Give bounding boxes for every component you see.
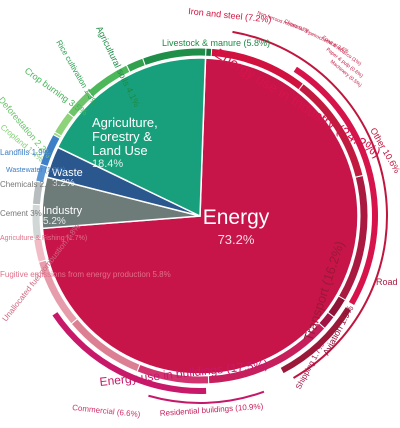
ring-segment-wastewater-1-3 — [35, 163, 49, 184]
center-label-energy: Energy — [203, 206, 270, 229]
center-value-industry: 5.2% — [43, 216, 66, 227]
ring-segment-deforestation-2-2 — [66, 90, 94, 119]
ring-label-commercial-6-6: Commercial (6.6%) — [72, 403, 141, 419]
ring-segment-fugitive-emissions-from-energy-production-5-8 — [37, 259, 79, 325]
ring-label-agriculture-fishing-1-7: Agriculture & Fishing (1.7%) — [0, 235, 87, 242]
center-value-waste: 3.2% — [52, 178, 75, 189]
ring-segment-rice-cultivation-1-3 — [125, 57, 146, 73]
ring-segment-other-10-6 — [297, 82, 364, 178]
ring-segment-crop-burning-3-5 — [86, 64, 131, 98]
ring-segment-iron-and-steel-7-2 — [210, 47, 305, 91]
center-label-waste: Waste — [52, 167, 83, 179]
group-arc-transport-16-2 — [280, 307, 351, 374]
ring-segment-shipping-1-7 — [318, 311, 335, 330]
ring-segment-commercial-6-6 — [136, 363, 210, 385]
center-value-energy: 73.2% — [218, 232, 255, 247]
ring-segment-road-11-9 — [337, 174, 369, 301]
group-arc-energy-use-in-buildings-17-5 — [52, 312, 207, 394]
ring-segment-residential-buildings-10-9 — [207, 322, 326, 385]
ring-segment-agriculture-fishing-1-7 — [33, 237, 47, 263]
ring-segment-unallocated-fuel-combustion-7-8 — [70, 318, 141, 373]
ring-segment-agricultural-soils-4-1 — [141, 47, 207, 67]
ring-segment-aviation-1-9 — [327, 295, 347, 318]
outer-arc-line-buildings — [148, 390, 265, 404]
ring-label-residential-buildings-10-9: Residential buildings (10.9%) — [160, 402, 264, 418]
ring-label-livestock-manure-5-8: Livestock & manure (5.8%) — [162, 38, 270, 48]
ring-label-wastewater-1-3: Wastewater (1.3%) — [6, 167, 65, 174]
center-value-agriculture: 18.4% — [92, 158, 123, 170]
ring-segment-landfills-1-9 — [39, 133, 61, 168]
ring-segment-cement-3 — [31, 203, 43, 240]
ring-label-landfills-1-9: Landfills 1.9% — [0, 148, 50, 157]
ring-segment-chemicals-2-2 — [31, 180, 45, 206]
ring-segment-cropland-1-4 — [53, 111, 75, 137]
slice-agriculture — [56, 57, 207, 218]
ring-label-chemicals-2-2: Chemicals 2.2% — [0, 180, 58, 189]
center-label-agriculture: Land Use — [92, 143, 148, 158]
center-label-agriculture: Forestry & — [92, 129, 152, 144]
center-label-agriculture: Agriculture, — [92, 115, 158, 130]
center-label-industry: Industry — [43, 205, 83, 217]
ring-label-fugitive-emissions-from-energy-production-5-8: Fugitive emissions from energy productio… — [0, 270, 171, 279]
ring-label-cement-3: Cement 3% — [0, 209, 42, 218]
ring-label-road-11-9: Road 11.9% — [376, 277, 400, 287]
